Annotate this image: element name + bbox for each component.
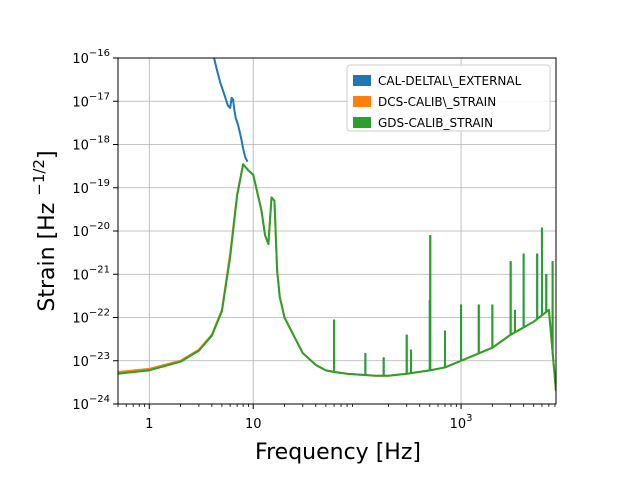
y-tick-label-exponent: −23 xyxy=(89,351,110,362)
legend-swatch-1 xyxy=(353,75,371,86)
x-tick-label-base: 10 xyxy=(245,417,262,432)
y-tick-label: 10−20 xyxy=(72,221,110,240)
legend-swatch-2 xyxy=(353,96,371,107)
y-tick-label-exponent: −21 xyxy=(89,264,110,275)
y-tick-label-exponent: −24 xyxy=(89,394,110,405)
x-tick-label-base: 1 xyxy=(145,417,153,432)
x-axis-label: Frequency [Hz] xyxy=(255,440,421,465)
y-tick-label-base: 10 xyxy=(72,182,89,197)
y-tick-label: 10−23 xyxy=(72,351,110,370)
y-tick-label: 10−22 xyxy=(72,308,110,327)
y-tick-label: 10−18 xyxy=(72,135,110,154)
legend-label-1: CAL-DELTAL\_EXTERNAL xyxy=(378,74,522,88)
y-tick-label-base: 10 xyxy=(72,398,89,413)
series-layer xyxy=(118,58,556,392)
y-tick-label: 10−21 xyxy=(72,264,110,283)
y-tick-label-base: 10 xyxy=(72,225,89,240)
y-tick-label-exponent: −17 xyxy=(89,91,110,102)
x-tick-label: 103 xyxy=(450,413,473,432)
y-axis-label-group: Strain [Hz −1/2] xyxy=(30,150,60,311)
legend: CAL-DELTAL\_EXTERNAL DCS-CALIB\_STRAIN GDS… xyxy=(346,64,551,132)
y-tick-label-base: 10 xyxy=(72,312,89,327)
x-tick-label-exponent: 3 xyxy=(466,413,472,424)
y-tick-label-exponent: −20 xyxy=(89,221,110,232)
y-tick-label: 10−16 xyxy=(72,48,110,67)
ticks: 1 10 10310−2410−2310−2210−2110−2010−1910−1… xyxy=(72,48,556,432)
y-tick-label-base: 10 xyxy=(72,52,89,67)
y-tick-label-base: 10 xyxy=(72,95,89,110)
x-tick-label-base: 10 xyxy=(450,417,467,432)
y-tick-label-base: 10 xyxy=(72,139,89,154)
x-tick-label: 1 xyxy=(145,417,153,432)
legend-swatch-3 xyxy=(353,117,371,128)
series-line-3 xyxy=(118,163,556,392)
y-tick-label: 10−17 xyxy=(72,91,110,110)
y-tick-label-exponent: −18 xyxy=(89,135,110,146)
y-tick-label-exponent: −19 xyxy=(89,178,110,189)
legend-label-2: DCS-CALIB\_STRAIN xyxy=(378,95,496,109)
y-tick-label-exponent: −22 xyxy=(89,308,110,319)
y-axis-label-close: ] xyxy=(35,150,60,159)
y-tick-label: 10−24 xyxy=(72,394,110,413)
y-axis-label-exponent: −1/2 xyxy=(30,159,48,196)
legend-box xyxy=(346,64,551,132)
y-tick-label-base: 10 xyxy=(72,268,89,283)
x-axis-label-group: Frequency [Hz] xyxy=(255,440,421,465)
legend-label-3: GDS-CALIB_STRAIN xyxy=(378,116,493,130)
y-tick-label: 10−19 xyxy=(72,178,110,197)
y-axis-label-main: Strain [Hz xyxy=(35,196,60,312)
y-axis-label: Strain [Hz −1/2] xyxy=(30,150,60,311)
y-tick-label-base: 10 xyxy=(72,355,89,370)
y-tick-label-exponent: −16 xyxy=(89,48,110,59)
series-line-1 xyxy=(213,58,249,163)
x-tick-label: 10 xyxy=(245,417,262,432)
